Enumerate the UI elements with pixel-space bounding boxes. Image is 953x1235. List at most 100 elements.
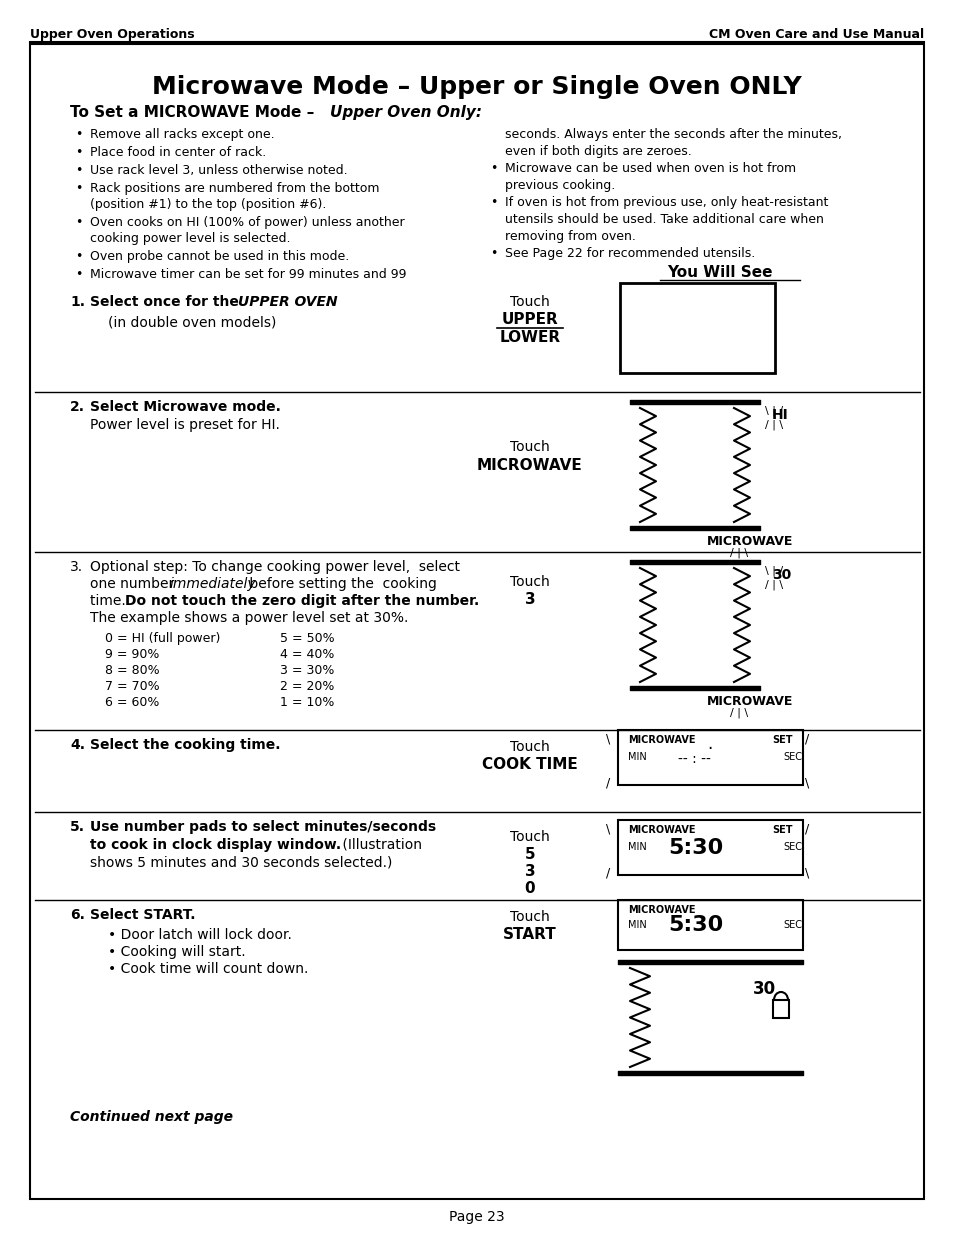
Text: MICROWAVE: MICROWAVE [627,905,695,915]
Text: /: / [605,867,610,881]
Text: Oven cooks on HI (100% of power) unless another: Oven cooks on HI (100% of power) unless … [90,216,404,228]
Bar [629,559,760,690]
Text: /: / [605,777,610,790]
Text: COOK TIME: COOK TIME [481,757,578,772]
Text: cooking power level is selected.: cooking power level is selected. [90,232,291,245]
Text: \: \ [605,732,610,745]
Text: SEC: SEC [782,842,801,852]
Text: MICROWAVE: MICROWAVE [627,735,695,745]
Text: You Will See: You Will See [666,266,772,280]
Bar [619,283,774,373]
Text: 3.: 3. [70,559,83,574]
Text: 30: 30 [771,568,790,582]
Text: Microwave Mode – Upper or Single Oven ONLY: Microwave Mode – Upper or Single Oven ON… [152,75,801,99]
Text: 5 = 50%: 5 = 50% [280,632,335,645]
Text: .: . [325,295,330,309]
Text: 5:30: 5:30 [667,915,722,935]
Text: Place food in center of rack.: Place food in center of rack. [90,146,266,159]
Text: •: • [75,164,82,177]
Text: utensils should be used. Take additional care when: utensils should be used. Take additional… [504,212,823,226]
Text: 3 = 30%: 3 = 30% [280,664,334,677]
Text: LOWER: LOWER [499,330,560,345]
Text: \: \ [804,867,808,881]
Text: /: / [804,732,808,745]
Text: Remove all racks except one.: Remove all racks except one. [90,128,274,141]
Text: Touch: Touch [510,440,549,454]
Text: / | \: / | \ [764,420,782,431]
Text: 30: 30 [752,981,776,998]
Text: -- : --: -- : -- [678,752,710,766]
Text: Do not touch the zero digit after the number.: Do not touch the zero digit after the nu… [125,594,478,608]
Text: • Cooking will start.: • Cooking will start. [108,945,245,960]
Text: •: • [75,182,82,195]
Text: •: • [490,247,497,261]
Text: (Illustration: (Illustration [337,839,421,852]
Text: / | \: / | \ [764,580,782,590]
Text: UPPER OVEN: UPPER OVEN [237,295,337,309]
Text: • Cook time will count down.: • Cook time will count down. [108,962,308,976]
Text: UPPER: UPPER [501,312,558,327]
Text: 1 = 10%: 1 = 10% [280,697,334,709]
Text: /: / [804,823,808,835]
Text: previous cooking.: previous cooking. [504,179,615,191]
Text: 2.: 2. [70,400,85,414]
Text: \: \ [605,823,610,835]
Text: Power level is preset for HI.: Power level is preset for HI. [90,417,279,432]
Text: Microwave timer can be set for 99 minutes and 99: Microwave timer can be set for 99 minute… [90,268,406,282]
Text: Optional step: To change cooking power level,  select: Optional step: To change cooking power l… [90,559,459,574]
Text: \: \ [804,777,808,790]
Bar [618,960,802,1074]
Text: •: • [75,128,82,141]
Text: The example shows a power level set at 30%.: The example shows a power level set at 3… [90,611,408,625]
Text: Use rack level 3, unless otherwise noted.: Use rack level 3, unless otherwise noted… [90,164,347,177]
Text: 7 = 70%: 7 = 70% [105,680,159,693]
Text: SEC: SEC [782,920,801,930]
Text: seconds. Always enter the seconds after the minutes,: seconds. Always enter the seconds after … [504,128,841,141]
Text: 5: 5 [524,847,535,862]
Text: \ | /: \ | / [764,564,782,576]
Text: 9 = 90%: 9 = 90% [105,648,159,661]
Text: Select the cooking time.: Select the cooking time. [90,739,280,752]
Text: START: START [502,927,557,942]
Text: shows 5 minutes and 30 seconds selected.): shows 5 minutes and 30 seconds selected.… [90,855,392,869]
Text: CM Oven Care and Use Manual: CM Oven Care and Use Manual [708,28,923,41]
Text: Oven probe cannot be used in this mode.: Oven probe cannot be used in this mode. [90,249,349,263]
Bar [629,400,760,530]
Text: 0: 0 [524,881,535,897]
Text: removing from oven.: removing from oven. [504,230,636,243]
Text: Page 23: Page 23 [449,1210,504,1224]
Bar [618,820,802,876]
Text: Select once for the: Select once for the [90,295,244,309]
Text: 6.: 6. [70,908,85,923]
Text: Touch: Touch [510,830,549,844]
Text: (in double oven models): (in double oven models) [108,315,276,329]
Text: HI: HI [771,408,788,422]
Text: Touch: Touch [510,295,549,309]
Text: MICROWAVE: MICROWAVE [476,458,582,473]
Text: •: • [75,268,82,282]
Text: Touch: Touch [510,576,549,589]
Text: 4.: 4. [70,739,85,752]
Text: 3: 3 [524,864,535,879]
Text: Upper Oven Only:: Upper Oven Only: [330,105,481,120]
Text: MICROWAVE: MICROWAVE [706,695,792,708]
Text: Rack positions are numbered from the bottom: Rack positions are numbered from the bot… [90,182,379,195]
Text: 1.: 1. [70,295,85,309]
Text: Microwave can be used when oven is hot from: Microwave can be used when oven is hot f… [504,162,796,175]
Text: •: • [490,196,497,209]
Text: 0 = HI (full power): 0 = HI (full power) [105,632,220,645]
Text: 3: 3 [524,592,535,606]
Text: If oven is hot from previous use, only heat-resistant: If oven is hot from previous use, only h… [504,196,827,209]
Text: MIN: MIN [627,920,646,930]
Text: SET: SET [772,735,792,745]
Text: •: • [75,249,82,263]
Text: .: . [706,735,712,753]
Text: Touch: Touch [510,740,549,755]
Text: Touch: Touch [510,910,549,924]
Text: 6 = 60%: 6 = 60% [105,697,159,709]
Text: / | \: / | \ [729,708,747,719]
Text: MIN: MIN [627,752,646,762]
Text: (position #1) to the top (position #6).: (position #1) to the top (position #6). [90,198,326,211]
Text: even if both digits are zeroes.: even if both digits are zeroes. [504,144,691,158]
Text: 4 = 40%: 4 = 40% [280,648,334,661]
